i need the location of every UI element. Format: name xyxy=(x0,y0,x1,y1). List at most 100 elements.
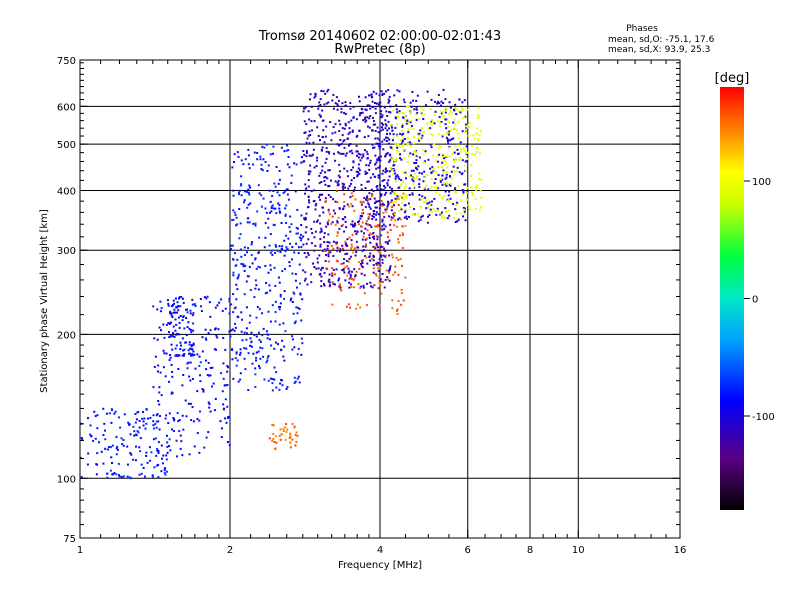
data-point xyxy=(145,454,148,457)
data-point xyxy=(477,139,480,142)
data-point xyxy=(387,142,390,145)
data-point xyxy=(459,212,462,215)
data-point xyxy=(303,279,306,282)
data-point xyxy=(172,303,175,306)
data-point xyxy=(148,446,151,449)
data-point xyxy=(399,206,402,209)
data-point xyxy=(404,224,407,227)
data-point xyxy=(288,264,291,267)
data-point xyxy=(402,181,405,184)
data-point xyxy=(296,353,299,356)
data-point xyxy=(363,118,366,121)
data-point xyxy=(138,419,141,422)
data-point xyxy=(298,381,301,384)
data-point xyxy=(290,174,293,177)
data-point xyxy=(440,213,443,216)
data-point xyxy=(346,203,349,206)
data-point xyxy=(243,190,246,193)
data-point xyxy=(392,273,395,276)
data-point xyxy=(408,205,411,208)
data-point xyxy=(401,142,404,145)
data-point xyxy=(289,441,292,444)
data-point xyxy=(116,448,119,451)
data-point xyxy=(359,153,362,156)
data-point xyxy=(211,366,214,369)
data-point xyxy=(350,192,353,195)
data-point xyxy=(80,476,83,479)
data-point xyxy=(326,223,329,226)
data-point xyxy=(476,132,479,135)
data-point xyxy=(156,449,159,452)
data-point xyxy=(449,106,452,109)
data-point xyxy=(379,155,382,158)
data-point xyxy=(188,327,191,330)
data-point xyxy=(307,199,310,202)
data-point xyxy=(168,412,171,415)
data-point xyxy=(373,197,376,200)
data-point xyxy=(380,227,383,230)
data-point xyxy=(357,171,360,174)
data-point xyxy=(427,158,430,161)
data-point xyxy=(118,475,121,478)
data-point xyxy=(352,251,355,254)
data-point xyxy=(172,331,175,334)
data-point xyxy=(129,433,132,436)
data-point xyxy=(256,210,259,213)
data-point xyxy=(359,285,362,288)
data-point xyxy=(294,320,297,323)
data-point xyxy=(372,215,375,218)
data-point xyxy=(439,122,442,125)
data-point xyxy=(183,348,186,351)
data-point xyxy=(257,252,260,255)
data-point xyxy=(160,307,163,310)
data-point xyxy=(278,388,281,391)
data-point xyxy=(364,238,367,241)
data-point xyxy=(316,126,319,129)
data-point xyxy=(362,155,365,158)
data-point xyxy=(162,366,165,369)
data-point xyxy=(343,258,346,261)
data-point xyxy=(163,472,166,475)
data-point xyxy=(181,354,184,357)
data-point xyxy=(176,412,179,415)
data-point xyxy=(388,110,391,113)
data-point xyxy=(236,277,239,280)
data-point xyxy=(111,444,114,447)
data-point xyxy=(243,253,246,256)
data-point xyxy=(305,226,308,229)
data-point xyxy=(440,100,443,103)
data-point xyxy=(304,183,307,186)
data-point xyxy=(332,93,335,96)
data-point xyxy=(226,384,229,387)
data-point xyxy=(405,194,408,197)
data-point xyxy=(249,344,252,347)
data-point xyxy=(160,470,163,473)
data-point xyxy=(406,217,409,220)
data-point xyxy=(271,194,274,197)
data-point xyxy=(243,293,246,296)
data-point xyxy=(280,146,283,149)
data-point xyxy=(391,139,394,142)
data-point xyxy=(407,202,410,205)
data-point xyxy=(134,421,137,424)
data-point xyxy=(278,207,281,210)
data-point xyxy=(414,149,417,152)
data-point xyxy=(431,120,434,123)
data-point xyxy=(353,209,356,212)
data-point xyxy=(294,190,297,193)
data-point xyxy=(81,438,84,441)
data-point xyxy=(177,304,180,307)
data-point xyxy=(326,90,329,93)
data-point xyxy=(381,179,384,182)
data-point xyxy=(349,273,352,276)
data-point xyxy=(259,357,262,360)
data-point xyxy=(188,375,191,378)
data-point xyxy=(379,105,382,108)
data-point xyxy=(427,206,430,209)
data-point xyxy=(226,370,229,373)
data-point xyxy=(189,312,192,315)
data-point xyxy=(459,199,462,202)
data-point xyxy=(448,121,451,124)
data-point xyxy=(370,257,373,260)
data-point xyxy=(168,444,171,447)
